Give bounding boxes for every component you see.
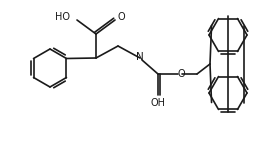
Text: O: O xyxy=(118,12,126,22)
Text: N: N xyxy=(136,52,144,62)
Text: HO: HO xyxy=(55,12,70,22)
Text: OH: OH xyxy=(150,98,165,108)
Text: O: O xyxy=(177,69,185,79)
